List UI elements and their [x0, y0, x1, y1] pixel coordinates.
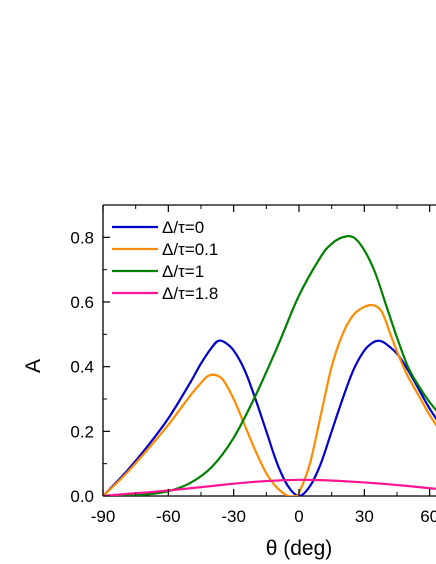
y-axis-label: A: [22, 359, 45, 373]
legend: Δ/τ=0 Δ/τ=0.1 Δ/τ=1 Δ/τ=1.8: [112, 218, 218, 303]
series-layer: [103, 235, 436, 496]
x-axis-label: θ (deg): [266, 537, 333, 560]
x-tick-label: -30: [221, 507, 246, 526]
y-tick-label: 0.0: [70, 487, 94, 506]
legend-label-3: Δ/τ=1.8: [162, 284, 218, 303]
legend-label-0: Δ/τ=0: [162, 218, 204, 237]
series-line-0: [103, 339, 436, 496]
x-tick-label: -60: [156, 507, 181, 526]
legend-label-2: Δ/τ=1: [162, 262, 204, 281]
series-line-2: [103, 235, 436, 496]
x-tick-label: 60: [420, 507, 436, 526]
series-line-3: [103, 478, 436, 496]
y-tick-label: 0.4: [70, 358, 94, 377]
series-line-1: [103, 303, 436, 496]
plot-frame: [102, 204, 436, 497]
x-tick-label: -90: [91, 507, 116, 526]
legend-label-1: Δ/τ=0.1: [162, 240, 218, 259]
x-tick-label: 0: [294, 507, 303, 526]
ticks-layer: -90 -60 -30 0 30 60 0.0 0.2 0.4 0.6 0.8: [70, 204, 436, 526]
y-tick-label: 0.6: [70, 293, 94, 312]
x-tick-label: 30: [355, 507, 374, 526]
y-tick-label: 0.2: [70, 422, 94, 441]
y-tick-label: 0.8: [70, 228, 94, 247]
